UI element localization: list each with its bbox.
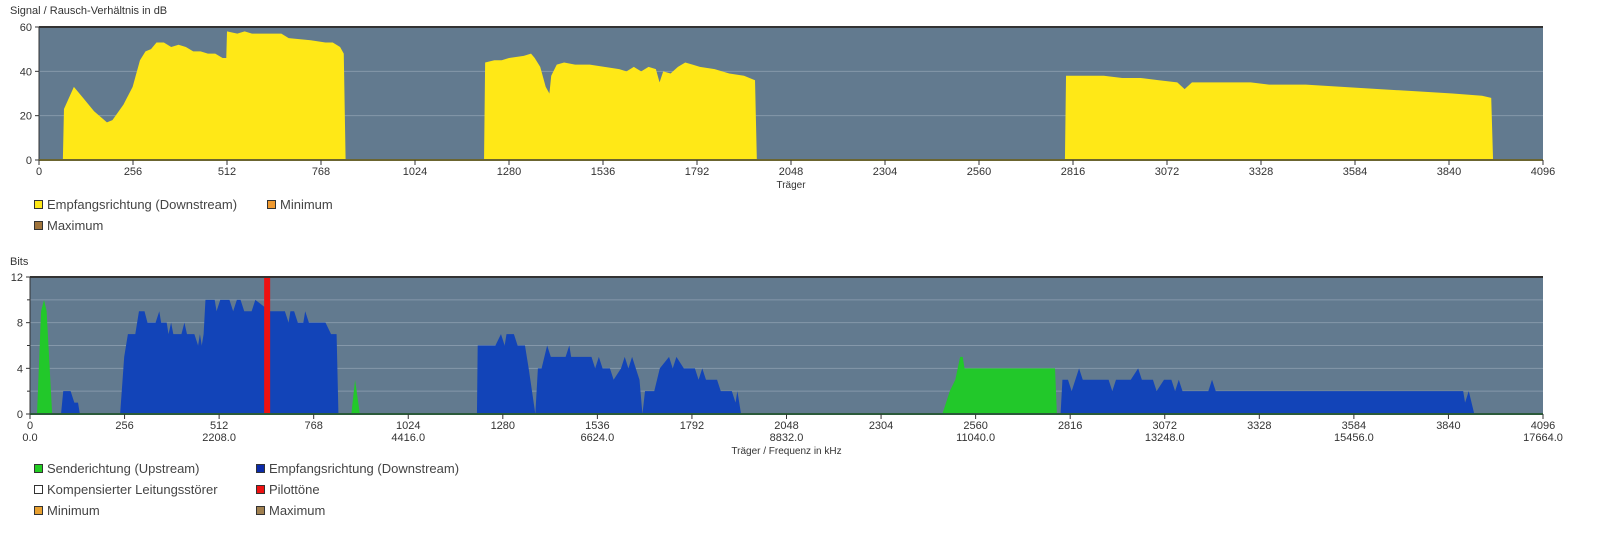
legend-label: Senderichtung (Upstream) xyxy=(47,461,200,476)
legend-swatch-icon xyxy=(34,200,43,209)
x-freq-label: 17664.0 xyxy=(1523,432,1563,444)
legend-item-downstream[interactable]: Empfangsrichtung (Downstream) xyxy=(256,461,459,476)
legend-label: Empfangsrichtung (Downstream) xyxy=(269,461,460,476)
x-tick-label: 2560 xyxy=(967,166,991,178)
x-tick-label: 1024 xyxy=(403,166,427,178)
x-tick-label: 3840 xyxy=(1436,420,1460,432)
x-tick-label: 3328 xyxy=(1247,420,1271,432)
x-freq-label: 6624.0 xyxy=(581,432,615,444)
x-tick-label: 0 xyxy=(36,166,42,178)
legend-label: Pilottöne xyxy=(269,482,320,497)
x-freq-label: 15456.0 xyxy=(1334,432,1374,444)
y-tick-label: 20 xyxy=(20,111,32,123)
x-tick-label: 768 xyxy=(312,166,330,178)
x-tick-label: 4096 xyxy=(1531,166,1555,178)
x-tick-label: 0 xyxy=(27,420,33,432)
x-tick-label: 2304 xyxy=(869,420,893,432)
x-tick-label: 1024 xyxy=(396,420,420,432)
series-area-empfangsrichtung xyxy=(120,299,339,414)
legend-swatch-icon xyxy=(34,506,43,515)
legend-swatch-icon xyxy=(256,464,265,473)
x-freq-label: 0.0 xyxy=(22,432,37,444)
legend-item-maximum[interactable]: Maximum xyxy=(256,503,325,518)
legend-swatch-icon xyxy=(34,485,43,494)
x-freq-label: 11040.0 xyxy=(956,432,995,444)
x-tick-label: 2816 xyxy=(1058,420,1082,432)
x-tick-label: 1536 xyxy=(585,420,609,432)
legend-label: Maximum xyxy=(269,503,326,518)
x-tick-label: 1792 xyxy=(685,166,709,178)
x-axis-title: Träger / Frequenz in kHz xyxy=(731,446,841,457)
legend-swatch-icon xyxy=(256,506,265,515)
series-area-senderichtung xyxy=(37,299,53,414)
legend-item-upstream[interactable]: Senderichtung (Upstream) xyxy=(34,461,199,476)
legend-item-compensated[interactable]: Kompensierter Leitungsstörer xyxy=(34,482,218,497)
x-tick-label: 512 xyxy=(218,166,236,178)
x-tick-label: 3584 xyxy=(1343,166,1367,178)
series-area-empfangsrichtung xyxy=(1064,75,1494,160)
legend-swatch-icon xyxy=(256,485,265,494)
legend-swatch-icon xyxy=(34,221,43,230)
y-tick-label: 0 xyxy=(17,409,23,421)
snr-chart-title: Signal / Rausch-Verhältnis in dB xyxy=(10,5,168,17)
x-tick-label: 1792 xyxy=(680,420,704,432)
legend-label: Maximum xyxy=(47,218,104,233)
legend-label: Minimum xyxy=(280,197,333,212)
y-tick-label: 0 xyxy=(26,155,32,167)
legend-label: Minimum xyxy=(47,503,100,518)
x-tick-label: 3584 xyxy=(1342,420,1366,432)
x-tick-label: 2048 xyxy=(779,166,803,178)
bits-chart-title: Bits xyxy=(10,256,29,268)
x-tick-label: 512 xyxy=(210,420,228,432)
x-tick-label: 1280 xyxy=(491,420,515,432)
x-tick-label: 2304 xyxy=(873,166,897,178)
y-tick-label: 60 xyxy=(20,22,32,34)
y-tick-label: 4 xyxy=(17,363,23,375)
legend-item-pilot[interactable]: Pilottöne xyxy=(256,482,320,497)
series-area-senderichtung xyxy=(351,379,360,414)
x-tick-label: 2560 xyxy=(963,420,987,432)
x-tick-label: 1536 xyxy=(591,166,615,178)
series-area-empfangsrichtung xyxy=(1060,368,1475,414)
x-freq-label: 2208.0 xyxy=(202,432,236,444)
x-tick-label: 3072 xyxy=(1153,420,1177,432)
x-tick-label: 2048 xyxy=(774,420,798,432)
x-freq-label: 8832.0 xyxy=(770,432,804,444)
x-tick-label: 1280 xyxy=(497,166,521,178)
x-freq-label: 4416.0 xyxy=(391,432,425,444)
pilot-tone-bar xyxy=(264,277,271,414)
x-tick-label: 4096 xyxy=(1531,420,1555,432)
legend-item-minimum[interactable]: Minimum xyxy=(34,503,100,518)
series-area-empfangsrichtung xyxy=(484,53,757,160)
legend-item-minimum[interactable]: Minimum xyxy=(267,197,333,212)
x-tick-label: 2816 xyxy=(1061,166,1085,178)
legend-swatch-icon xyxy=(267,200,276,209)
x-tick-label: 3072 xyxy=(1155,166,1179,178)
x-freq-label: 13248.0 xyxy=(1145,432,1185,444)
x-tick-label: 3840 xyxy=(1437,166,1461,178)
legend-label: Kompensierter Leitungsstörer xyxy=(47,482,218,497)
x-axis-title: Träger xyxy=(776,180,806,191)
legend-label: Empfangsrichtung (Downstream) xyxy=(47,197,238,212)
legend-item-downstream[interactable]: Empfangsrichtung (Downstream) xyxy=(34,197,237,212)
x-tick-label: 3328 xyxy=(1249,166,1273,178)
series-area-senderichtung xyxy=(942,356,1057,414)
series-area-empfangsrichtung xyxy=(61,391,80,414)
snr-chart: 0 20 40 60 0 256 512 768 1024 1280 1536 1792 2048 230… xyxy=(20,22,1555,191)
y-tick-label: 12 xyxy=(11,272,23,284)
legend-swatch-icon xyxy=(34,464,43,473)
x-tick-label: 768 xyxy=(305,420,323,432)
series-area-empfangsrichtung xyxy=(476,334,742,414)
x-tick-label: 256 xyxy=(124,166,142,178)
y-tick-label: 40 xyxy=(20,66,32,78)
y-tick-label: 8 xyxy=(17,318,23,330)
legend-item-maximum[interactable]: Maximum xyxy=(34,218,103,233)
x-tick-label: 256 xyxy=(115,420,133,432)
series-area-empfangsrichtung xyxy=(62,31,346,160)
